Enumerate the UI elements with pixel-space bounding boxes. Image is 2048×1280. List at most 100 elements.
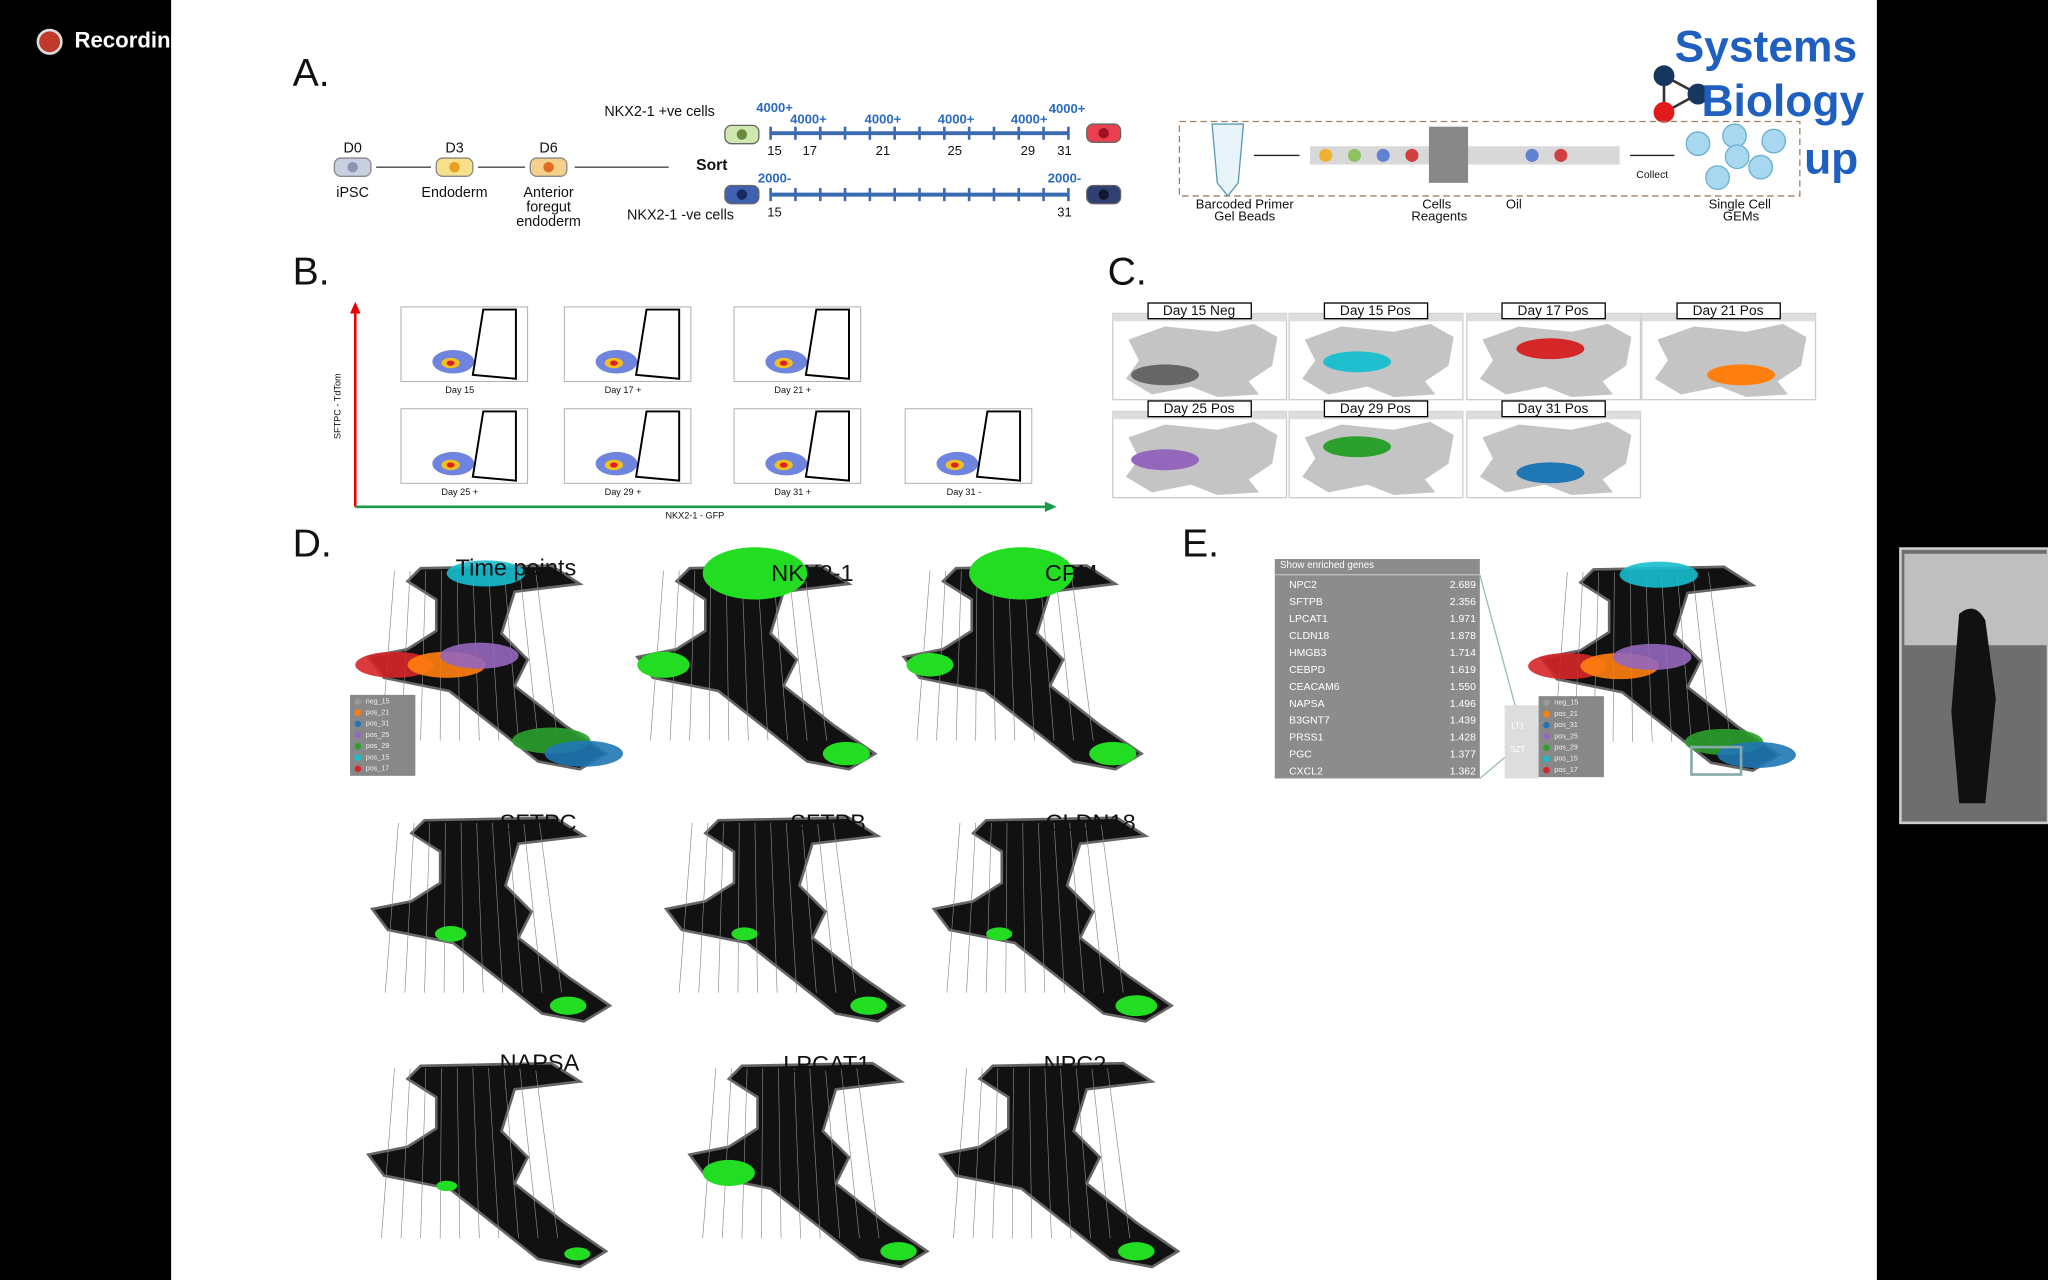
legend-swatch	[354, 765, 362, 773]
gem-label: Collect	[1636, 170, 1668, 181]
zoom-box	[1690, 745, 1743, 776]
network-edge	[1022, 822, 1026, 993]
panel-label: B.	[293, 251, 330, 294]
sort-label: Sort	[696, 157, 728, 174]
arrowhead	[350, 301, 361, 314]
network-edge	[488, 1068, 500, 1239]
bead	[1554, 148, 1568, 162]
legend-swatch	[1543, 710, 1550, 718]
bead	[1376, 148, 1390, 162]
flow-plot-label: Day 29 +	[605, 487, 642, 497]
bead	[1319, 148, 1333, 162]
expression	[637, 651, 690, 678]
legend-swatch	[354, 698, 362, 705]
gem-box	[1178, 120, 1801, 197]
network-edge	[439, 1068, 442, 1239]
tsne-title-box	[1323, 302, 1429, 320]
network-edge	[856, 1068, 880, 1239]
expression	[880, 1242, 917, 1261]
network-edge	[678, 822, 693, 993]
network-edge	[975, 570, 978, 741]
tsne-title: Day 21 Pos	[1693, 303, 1764, 318]
network-edge	[523, 822, 543, 993]
expression	[822, 741, 870, 766]
network-edge	[778, 1068, 782, 1239]
junction	[1428, 126, 1469, 183]
video-person	[1951, 608, 1996, 804]
tsne-title: Day 15 Pos	[1340, 303, 1411, 318]
network-edge	[507, 822, 523, 993]
gene-score: 1.971	[1450, 614, 1476, 625]
stage-day: D0	[343, 141, 361, 157]
network-edge	[472, 1068, 480, 1239]
count-label: 4000+	[938, 112, 975, 127]
legend-swatch	[354, 743, 362, 750]
gene-table	[1274, 559, 1480, 779]
network-edge	[400, 1068, 411, 1239]
tsne-highlight	[1516, 462, 1585, 484]
cluster	[1619, 561, 1698, 588]
zoom-line	[1479, 757, 1506, 779]
network-edge	[741, 570, 749, 741]
legend-label: pos_25	[366, 731, 390, 739]
tsne-title-box	[1501, 302, 1606, 320]
network-edge	[381, 1068, 395, 1239]
network-edge	[788, 570, 808, 741]
tube	[1211, 123, 1245, 197]
tsne-highlight	[1516, 338, 1585, 360]
gem-label: Single Cell	[1709, 197, 1771, 212]
gene-score: 1.362	[1450, 767, 1476, 778]
legend-label: neg_15	[1554, 699, 1578, 707]
bead	[1347, 148, 1361, 162]
gene-name: PRSS1	[1289, 733, 1323, 744]
count-label: 4000+	[1011, 112, 1048, 127]
network-plot	[1528, 561, 1796, 772]
network-edge	[992, 570, 996, 741]
gene-name: LPCAT1	[1289, 614, 1328, 625]
network-edge	[761, 1068, 764, 1239]
network-edge	[972, 1068, 983, 1239]
gem	[1685, 131, 1711, 157]
x-axis-label: NKX2-1 - GFP	[665, 510, 724, 520]
legend-label: pos_15	[366, 753, 390, 761]
count-label: 4000+	[1049, 101, 1086, 116]
logo-text: Biology	[1701, 77, 1864, 126]
arrowhead	[1044, 501, 1057, 512]
stage-name: foregut	[526, 199, 571, 215]
legend-swatch	[354, 754, 362, 761]
expression	[702, 1159, 755, 1186]
gem	[1705, 165, 1730, 191]
network-edge	[809, 1068, 821, 1239]
logo-node	[1687, 83, 1709, 105]
gene-score: 1.496	[1450, 699, 1476, 710]
plot-title: CLDN18	[1046, 809, 1136, 835]
gene-name: NAPSA	[1289, 699, 1324, 710]
gene-name: PGC	[1289, 750, 1312, 761]
legend-swatch	[1543, 733, 1550, 740]
gene-score: 2.689	[1450, 580, 1476, 591]
network-edge	[985, 822, 992, 993]
plot-title: CPM	[1045, 560, 1097, 586]
tsne-highlight	[1323, 436, 1392, 458]
legend-label: pos_25	[1554, 732, 1578, 740]
day-label: 31	[1057, 204, 1072, 219]
stage-name: endoderm	[516, 214, 581, 230]
legend-label: pos_17	[1554, 766, 1578, 774]
network-edge	[535, 1068, 559, 1239]
network-edge	[1005, 822, 1008, 993]
tsne-highlight	[1323, 351, 1392, 373]
legend-swatch	[1543, 699, 1550, 706]
plot-title: NPC2	[1044, 1051, 1107, 1077]
record-icon	[36, 28, 63, 55]
gene-name: NPC2	[1289, 580, 1317, 591]
network-edge	[992, 1068, 999, 1239]
day-label: 29	[1021, 143, 1036, 158]
network-edge	[503, 1068, 519, 1239]
tsne-title: Day 25 Pos	[1164, 401, 1235, 416]
plot-title: LPCAT1	[783, 1051, 870, 1077]
network-edge	[476, 822, 484, 993]
expression	[850, 996, 887, 1015]
gene-score: 2.356	[1450, 597, 1476, 608]
network-edge	[804, 570, 828, 741]
